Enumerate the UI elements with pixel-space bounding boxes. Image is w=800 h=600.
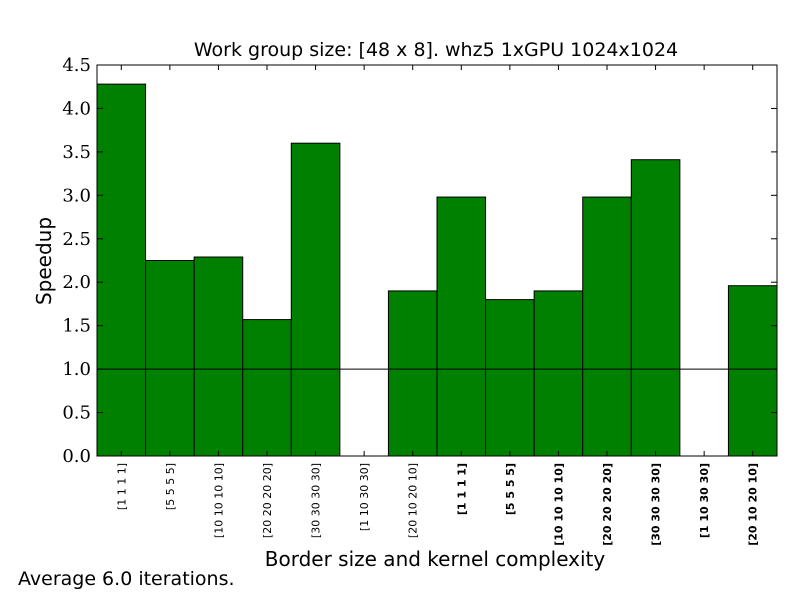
x-tick-label: [1 1 1 1] [115, 463, 128, 510]
x-tick-label: [10 10 10 10] [212, 463, 225, 538]
bar-10 [533, 290, 584, 457]
y-tick-label: 1.0 [62, 359, 91, 380]
y-axis: 0.0 0.5 1.0 1.5 2.0 2.5 3.0 3.5 4.0 4.5 [62, 55, 777, 467]
plot-frame [96, 64, 778, 457]
x-tick-label: [30 30 30 30] [650, 463, 663, 546]
bar-12 [630, 159, 681, 457]
x-tick-label: [20 20 20 20] [261, 463, 274, 538]
bar-7 [387, 290, 438, 457]
bar-9 [485, 299, 535, 457]
x-tick-label: [30 30 30 30] [310, 463, 323, 538]
x-tick-label: [20 10 20 10] [747, 463, 760, 546]
x-tick-label: [1 1 1 1] [455, 463, 468, 515]
bar-2 [145, 260, 195, 457]
x-tick-label: [1 10 30 30] [358, 463, 371, 531]
x-tick-label: [5 5 5 5] [504, 463, 517, 515]
iterations-note: Average 6.0 iterations. [18, 568, 235, 590]
y-tick-label: 0.0 [62, 446, 91, 467]
y-axis-label: Speedup [32, 217, 56, 305]
bar-4 [242, 319, 292, 457]
y-tick-label: 2.0 [62, 272, 91, 293]
x-tick-label: [1 10 30 30] [698, 463, 711, 538]
chart-title: Work group size: [48 x 8]. whz5 1xGPU 10… [194, 39, 678, 61]
x-axis-label: Border size and kernel complexity [265, 547, 606, 571]
bars-layer [96, 83, 778, 457]
x-axis: [1 1 1 1] [5 5 5 5] [10 10 10 10] [20 20 20… [115, 65, 760, 546]
y-tick-label: 0.5 [62, 403, 91, 424]
bar-8 [436, 196, 487, 457]
x-tick-label: [10 10 10 10] [552, 463, 565, 546]
y-tick-label: 4.0 [62, 98, 91, 119]
y-tick-label: 1.5 [62, 316, 91, 337]
bar-11 [582, 196, 632, 457]
bar-3 [193, 256, 244, 457]
y-tick-label: 2.5 [62, 229, 91, 250]
bar-1 [96, 83, 147, 457]
x-tick-label: [20 20 20 20] [601, 463, 614, 546]
x-tick-label: [20 10 20 10] [407, 463, 420, 538]
y-tick-label: 4.5 [62, 55, 91, 76]
y-tick-label: 3.5 [62, 142, 91, 163]
bar-5 [290, 142, 341, 457]
y-tick-label: 3.0 [62, 185, 91, 206]
bar-14 [727, 285, 778, 457]
x-tick-label: [5 5 5 5] [164, 463, 177, 510]
